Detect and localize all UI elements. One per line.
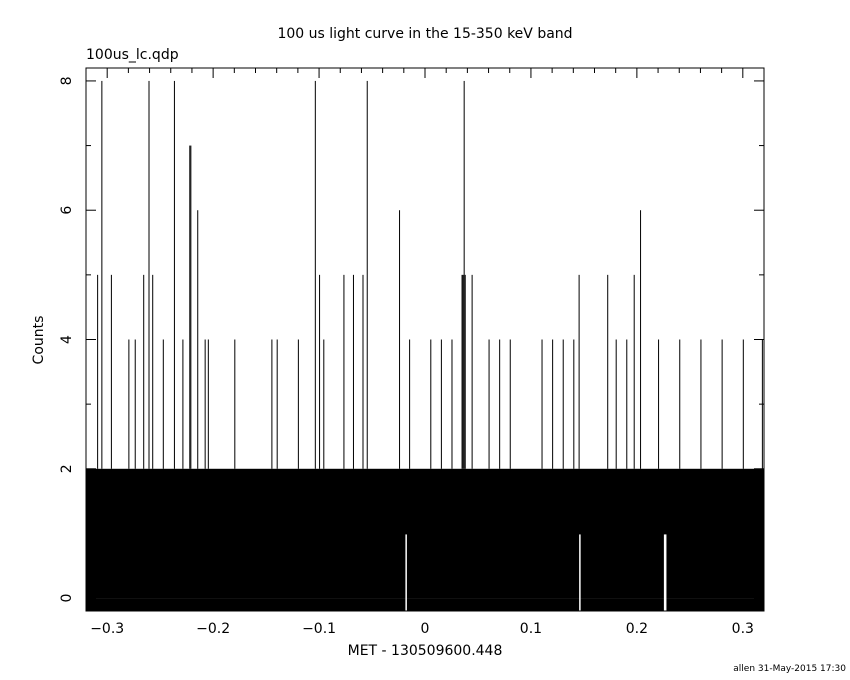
y-axis-label: Counts [31,316,47,365]
bar [471,274,473,469]
bar [152,274,154,469]
bar [451,339,453,469]
bar [430,339,432,469]
bar [721,339,723,469]
bar [204,339,206,469]
bar [626,339,628,469]
bar [461,274,463,469]
bar [234,339,236,469]
bar [488,339,490,469]
y-tick-label: 2 [59,464,75,473]
zero-bin [405,534,407,611]
bar [173,80,175,469]
bar [352,274,354,469]
ticks-group: −0.3 −0.2 −0.1 0 0.1 0.2 0.3 0 2 4 6 8 [59,68,765,637]
bar [658,339,660,469]
bar [366,80,368,469]
bar [578,274,580,469]
bar [197,210,199,469]
bar [182,339,184,469]
bar [562,339,564,469]
bar [409,339,411,469]
bar [615,339,617,469]
bar [148,80,150,469]
bar [207,339,209,469]
bar [323,339,325,469]
bar [189,145,191,469]
bar [110,274,112,469]
y-tick-label: 4 [59,335,75,344]
zero-bin [664,534,667,611]
bar [399,210,401,469]
bar [573,339,575,469]
bar [462,274,464,469]
plot-frame [85,67,765,612]
x-tick-label: 0.3 [732,621,754,637]
bar [297,339,299,469]
bar [633,274,635,469]
bar [343,274,345,469]
zero-bin [663,534,666,611]
y-tick-label: 8 [59,76,75,85]
bar [607,274,609,469]
bar [742,339,744,469]
bar [464,274,466,469]
chart-subtitle: 100us_lc.qdp [86,47,179,63]
bar [700,339,702,469]
bar [143,274,145,469]
x-axis-label: MET - 130509600.448 [348,643,503,659]
x-tick-label: 0.2 [626,621,648,637]
bar [101,80,103,469]
bar [463,80,465,469]
bar [97,274,99,469]
x-tick-label: −0.1 [302,621,336,637]
bars-group [86,80,764,611]
bar [552,339,554,469]
bar [679,339,681,469]
bar [499,339,501,469]
bar [362,274,364,469]
bar [271,339,273,469]
x-tick-label: −0.2 [196,621,230,637]
bar [640,210,642,469]
footer-stamp: allen 31-May-2015 17:30 [733,664,846,674]
bar [276,339,278,469]
x-tick-label: 0 [421,621,430,637]
bar [162,339,164,469]
x-tick-label: −0.3 [90,621,124,637]
y-tick-label: 6 [59,206,75,215]
bar [440,339,442,469]
x-tick-label: 0.1 [520,621,542,637]
y-tick-label: 0 [59,594,75,603]
bar [134,339,136,469]
count-block [86,468,764,599]
bar [314,80,316,469]
bar [128,339,130,469]
bar [190,145,192,469]
chart-title: 100 us light curve in the 15-350 keV ban… [277,26,572,42]
bar [509,339,511,469]
bar [319,274,321,469]
bar [541,339,543,469]
zero-bin [579,534,581,611]
